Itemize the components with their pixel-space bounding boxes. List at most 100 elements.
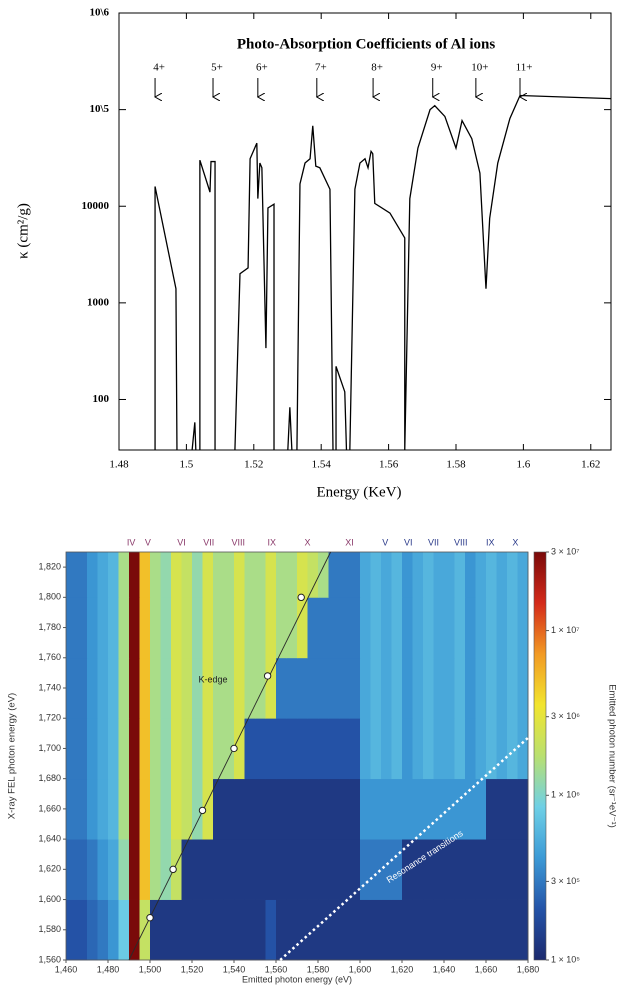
heatmap-cell <box>223 552 235 598</box>
heatmap-cell <box>433 899 445 961</box>
heatmap-cell <box>475 718 487 780</box>
k-edge-point <box>146 913 154 922</box>
heatmap-cell <box>118 899 130 961</box>
heatmap-cell <box>150 899 161 961</box>
heatmap-cell <box>360 597 371 659</box>
heatmap-cell <box>391 899 403 961</box>
x-tick-label: 1.48 <box>109 459 129 471</box>
x-tick-label: 1,460 <box>55 964 78 974</box>
heatmap-cell <box>129 552 140 598</box>
heatmap-cell <box>307 718 319 780</box>
heatmap-cell <box>118 552 130 598</box>
heatmap-cell <box>66 657 77 719</box>
heatmap-cell <box>129 778 140 840</box>
heatmap-cell <box>192 778 203 840</box>
heatmap-cell <box>402 552 413 598</box>
y-tick-label: 1,760 <box>38 652 61 662</box>
heatmap-cell <box>486 657 497 719</box>
edge-label: 4+ <box>153 62 165 74</box>
k-edge-point <box>230 744 238 753</box>
heatmap-cell <box>255 657 266 719</box>
heatmap-cell <box>391 839 403 900</box>
ion-label: X <box>512 537 518 547</box>
heatmap-cell <box>349 778 361 840</box>
heatmap-cell <box>223 778 235 840</box>
heatmap-cell <box>150 839 161 900</box>
heatmap-cell <box>160 657 172 719</box>
x-tick-label: 1,680 <box>517 964 540 974</box>
heatmap-cell <box>255 778 266 840</box>
heatmap-cell <box>234 899 245 961</box>
heatmap-cell <box>454 657 466 719</box>
heatmap-cell <box>412 552 424 598</box>
heatmap-cell <box>213 899 224 961</box>
heatmap-cell <box>234 839 245 900</box>
ion-label: VII <box>428 537 439 547</box>
heatmap-cell <box>391 657 403 719</box>
k-edge-point <box>198 806 207 815</box>
ion-label: V <box>382 537 388 547</box>
heatmap-cell <box>475 597 487 659</box>
heatmap-cell <box>444 839 455 900</box>
heatmap-cell <box>433 839 445 900</box>
y-tick-label: 1000 <box>87 296 110 308</box>
heatmap-cell <box>423 718 434 780</box>
heatmap-cell <box>108 718 119 780</box>
plot-frame <box>65 551 529 961</box>
heatmap-cell <box>265 552 277 598</box>
heatmap-cell <box>139 718 151 780</box>
heatmap-cell <box>517 552 529 598</box>
ion-label: X <box>304 537 310 547</box>
heatmap-cell <box>381 899 392 961</box>
heatmap-cell <box>297 597 308 659</box>
heatmap-cell <box>97 552 109 598</box>
x-tick-label: 1,620 <box>391 964 414 974</box>
heatmap-cell <box>318 597 329 659</box>
heatmap-cell <box>517 839 529 900</box>
x-tick-label: 1,480 <box>97 964 120 974</box>
heatmap-cell <box>192 899 203 961</box>
k-edge-line <box>128 551 332 961</box>
heatmap-cell <box>265 839 277 900</box>
heatmap-cell <box>87 839 98 900</box>
heatmap-cell <box>402 778 413 840</box>
heatmap-cell <box>202 778 214 840</box>
heatmap-cell <box>307 597 319 659</box>
heatmap-cell <box>318 899 329 961</box>
heatmap-cell <box>150 597 161 659</box>
y-tick-label: 10\6 <box>89 7 109 19</box>
x-tick-label: 1,640 <box>433 964 456 974</box>
heatmap-cell <box>423 552 434 598</box>
heatmap-cell <box>139 778 151 840</box>
heatmap-cell <box>213 597 224 659</box>
ion-label: VI <box>177 537 186 547</box>
heatmap-cell <box>360 718 371 780</box>
heatmap-cell <box>381 657 392 719</box>
heatmap-cell <box>412 778 424 840</box>
heatmap-cell <box>255 718 266 780</box>
heatmap-cell <box>139 657 151 719</box>
heatmap-cell <box>496 597 508 659</box>
heatmap-cell <box>234 718 245 780</box>
heatmap-cell <box>423 778 434 840</box>
k-edge-label: K-edge <box>198 674 227 684</box>
heatmap-cell <box>517 597 529 659</box>
heatmap-cell <box>118 839 130 900</box>
heatmap-cell <box>349 597 361 659</box>
ion-label: IV <box>127 537 136 547</box>
heatmap-cell <box>286 657 298 719</box>
heatmap-cell <box>202 839 214 900</box>
heatmap-cell <box>496 899 508 961</box>
heatmap-cell <box>129 839 140 900</box>
k-edge-point <box>263 672 272 680</box>
heatmap-cell <box>181 718 193 780</box>
heatmap-cell <box>297 839 308 900</box>
ion-label: VIII <box>231 537 245 547</box>
heatmap-cell <box>517 657 529 719</box>
heatmap-cell <box>486 718 497 780</box>
heatmap-cell <box>486 552 497 598</box>
heatmap-cell <box>444 657 455 719</box>
ion-label: XI <box>345 537 354 547</box>
heatmap-cell <box>297 552 308 598</box>
heatmap-cell <box>444 899 455 961</box>
